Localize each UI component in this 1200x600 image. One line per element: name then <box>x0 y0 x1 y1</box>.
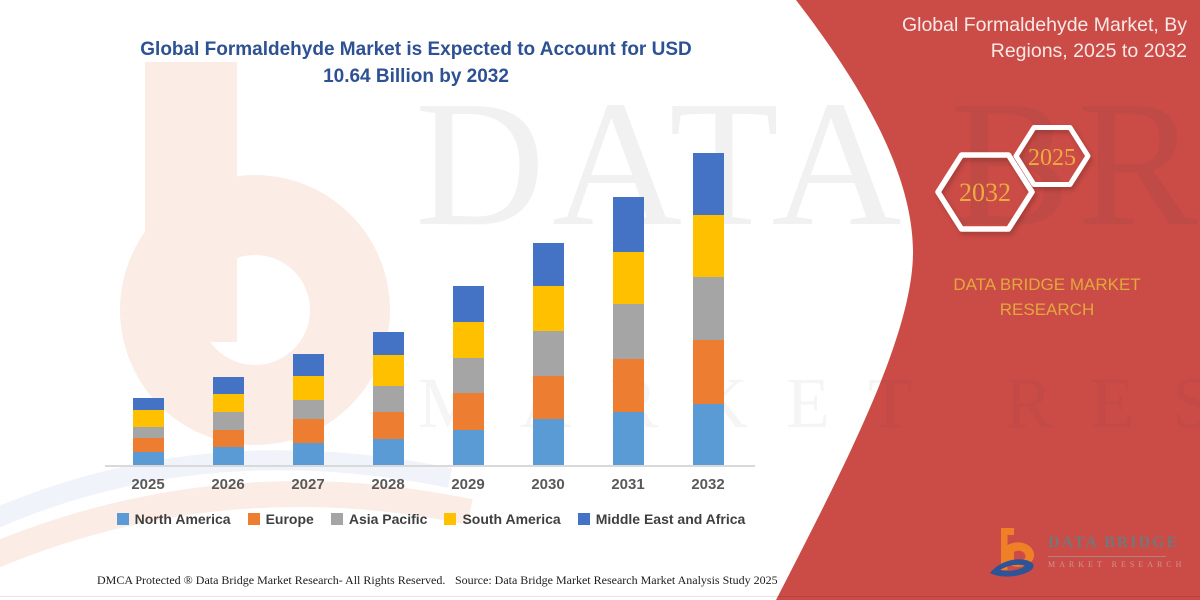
x-axis-label: 2028 <box>371 476 405 493</box>
brand-text-line2: RESEARCH <box>999 300 1095 319</box>
bar-segment <box>372 385 404 412</box>
bottom-divider <box>0 596 1200 597</box>
legend-item: South America <box>444 511 561 527</box>
bar-segment <box>452 393 484 431</box>
panel-title-line2: Regions, 2025 to 2032 <box>990 40 1187 62</box>
dbmr-logo-subtitle: MARKET RESEARCH <box>1048 560 1186 569</box>
legend-swatch <box>247 513 260 525</box>
chart-title-line1: Global Formaldehyde Market is Expected t… <box>140 39 692 60</box>
legend-swatch <box>444 513 457 525</box>
legend-item: North America <box>116 511 231 527</box>
chart-title-line2: 10.64 Billion by 2032 <box>323 66 509 87</box>
bar-segment <box>212 447 244 465</box>
legend-item: Europe <box>247 511 314 527</box>
bar-segment <box>532 376 564 419</box>
bar-segment <box>132 438 164 452</box>
legend-item: Asia Pacific <box>330 511 428 527</box>
bar-segment <box>292 443 324 465</box>
bar-segment <box>132 451 164 465</box>
dbmr-logo: DATA BRIDGE MARKET RESEARCH <box>986 518 1186 588</box>
chart-title: Global Formaldehyde Market is Expected t… <box>112 36 720 90</box>
bar-segment <box>532 243 564 287</box>
x-axis-label: 2029 <box>451 476 485 493</box>
legend-label: Europe <box>265 511 314 527</box>
panel-title-line1: Global Formaldehyde Market, By <box>901 14 1187 36</box>
bar-segment <box>692 277 724 340</box>
bar-segment <box>692 339 724 405</box>
dbmr-logo-name: DATA BRIDGE <box>1048 534 1180 551</box>
x-axis-label: 2027 <box>291 476 325 493</box>
bar-segment <box>372 411 404 439</box>
bar-segment <box>292 399 324 420</box>
bar-segment <box>452 430 484 465</box>
x-axis-label: 2026 <box>211 476 245 493</box>
bar-segment <box>212 411 244 431</box>
bar-segment <box>612 359 644 412</box>
bar-segment <box>372 438 404 465</box>
hexagon-2025 <box>1013 125 1091 187</box>
bar-segment <box>532 418 564 465</box>
x-axis-label: 2032 <box>691 476 725 493</box>
legend-swatch <box>577 513 590 525</box>
bar-segment <box>292 375 324 400</box>
bar-segment <box>692 153 724 216</box>
bar-segment <box>452 286 484 322</box>
bar-segment <box>692 215 724 278</box>
bar-segment <box>212 393 244 412</box>
footer-source-text: Source: Data Bridge Market Research Mark… <box>455 573 778 587</box>
legend-swatch <box>116 513 129 525</box>
legend-item: Middle East and Africa <box>577 511 746 527</box>
legend-swatch <box>330 513 343 525</box>
bar-segment <box>372 354 404 386</box>
bar-segment <box>292 419 324 444</box>
bar-segment <box>532 286 564 332</box>
panel-title: Global Formaldehyde Market, By Regions, … <box>857 12 1187 64</box>
bar-segment <box>532 331 564 377</box>
bar-segment <box>132 426 164 439</box>
legend-label: Middle East and Africa <box>595 511 746 527</box>
chart-legend: North America Europe Asia Pacific South Ame… <box>100 511 762 527</box>
legend-label: South America <box>462 511 561 527</box>
hexagon-2025-label: 2025 <box>1028 145 1076 171</box>
bar-segment <box>452 321 484 358</box>
legend-label: Asia Pacific <box>348 511 428 527</box>
bar-segment <box>612 197 644 253</box>
dbmr-logo-rule <box>1048 556 1166 557</box>
bar-segment <box>612 411 644 465</box>
bar-segment <box>452 357 484 394</box>
bar-segment <box>132 397 164 411</box>
brand-text-line1: DATA BRIDGE MARKET <box>953 275 1141 294</box>
bar-segment <box>292 354 324 376</box>
footer-dmca-text: DMCA Protected ® Data Bridge Market Rese… <box>97 573 446 587</box>
bar-segment <box>372 331 404 355</box>
x-axis-label: 2031 <box>611 476 645 493</box>
bar-segment <box>612 252 644 305</box>
bar-segment <box>692 404 724 465</box>
x-axis-label: 2030 <box>531 476 565 493</box>
brand-text: DATA BRIDGE MARKET RESEARCH <box>933 272 1161 322</box>
bar-segment <box>212 430 244 448</box>
bar-segment <box>612 304 644 360</box>
bar-segment <box>212 377 244 394</box>
dbmr-logo-mark <box>990 528 1035 577</box>
bar-segment <box>132 410 164 427</box>
x-axis-line <box>105 465 755 467</box>
stacked-bar-chart: 2025 2026 2027 2028 2029 2030 2031 2032 <box>105 130 761 510</box>
hexagon-2032-label: 2032 <box>959 178 1011 207</box>
hexagon-2032 <box>935 152 1035 232</box>
x-axis-label: 2025 <box>131 476 165 493</box>
legend-label: North America <box>134 511 231 527</box>
